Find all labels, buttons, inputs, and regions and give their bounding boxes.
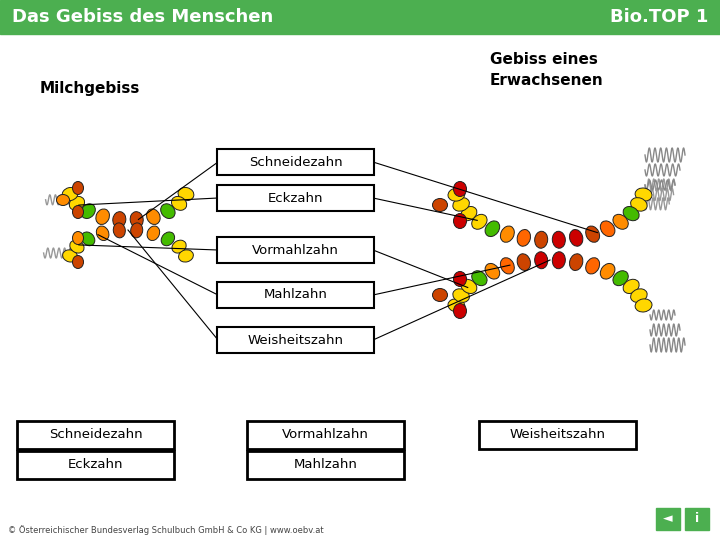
Ellipse shape <box>70 240 84 253</box>
Text: Eckzahn: Eckzahn <box>68 458 123 471</box>
Ellipse shape <box>552 231 565 248</box>
Ellipse shape <box>585 226 600 242</box>
Ellipse shape <box>472 271 487 286</box>
Text: ◄: ◄ <box>663 512 672 525</box>
Ellipse shape <box>147 209 160 225</box>
Ellipse shape <box>161 232 174 246</box>
Ellipse shape <box>635 299 652 312</box>
Text: Bio.TOP 1: Bio.TOP 1 <box>610 8 708 26</box>
FancyBboxPatch shape <box>17 421 174 449</box>
Ellipse shape <box>613 214 629 230</box>
Text: Schneidezahn: Schneidezahn <box>248 156 342 168</box>
Ellipse shape <box>461 279 477 294</box>
FancyBboxPatch shape <box>17 451 174 479</box>
Ellipse shape <box>500 226 514 242</box>
Ellipse shape <box>96 226 109 240</box>
Ellipse shape <box>73 232 84 245</box>
Ellipse shape <box>81 204 95 219</box>
FancyBboxPatch shape <box>217 327 374 353</box>
Ellipse shape <box>448 188 465 201</box>
Bar <box>656 508 680 530</box>
Ellipse shape <box>178 187 194 201</box>
Ellipse shape <box>613 271 629 286</box>
Ellipse shape <box>454 181 467 197</box>
Ellipse shape <box>623 279 639 294</box>
Ellipse shape <box>453 198 469 211</box>
Ellipse shape <box>500 258 514 274</box>
Ellipse shape <box>570 230 583 246</box>
Ellipse shape <box>600 221 615 237</box>
Ellipse shape <box>73 255 84 268</box>
Ellipse shape <box>635 188 652 201</box>
Ellipse shape <box>171 197 186 210</box>
Ellipse shape <box>448 299 465 312</box>
Ellipse shape <box>433 288 448 301</box>
Ellipse shape <box>113 212 126 227</box>
Ellipse shape <box>535 231 548 248</box>
Ellipse shape <box>570 254 583 271</box>
Text: Vormahlzahn: Vormahlzahn <box>252 244 339 256</box>
Ellipse shape <box>517 230 531 246</box>
FancyBboxPatch shape <box>217 282 374 308</box>
Ellipse shape <box>454 303 467 319</box>
Bar <box>0 0 720 34</box>
Text: Schneidezahn: Schneidezahn <box>49 429 143 442</box>
Text: Weisheitszahn: Weisheitszahn <box>248 334 343 347</box>
Ellipse shape <box>485 221 500 237</box>
FancyBboxPatch shape <box>217 237 374 263</box>
Ellipse shape <box>63 250 78 262</box>
Ellipse shape <box>631 289 647 302</box>
Text: Milchgebiss: Milchgebiss <box>40 80 140 96</box>
Ellipse shape <box>517 254 531 271</box>
Ellipse shape <box>535 252 548 269</box>
Ellipse shape <box>454 213 467 228</box>
Ellipse shape <box>600 264 615 279</box>
Text: Das Gebiss des Menschen: Das Gebiss des Menschen <box>12 8 274 26</box>
Ellipse shape <box>454 272 467 287</box>
FancyBboxPatch shape <box>217 149 374 175</box>
Ellipse shape <box>96 209 109 225</box>
Ellipse shape <box>433 199 448 212</box>
Ellipse shape <box>56 194 70 206</box>
Ellipse shape <box>73 206 84 219</box>
Ellipse shape <box>552 252 565 269</box>
Text: Mahlzahn: Mahlzahn <box>264 288 328 301</box>
Ellipse shape <box>113 223 125 238</box>
Text: Eckzahn: Eckzahn <box>268 192 323 205</box>
Ellipse shape <box>73 181 84 194</box>
Text: i: i <box>695 512 699 525</box>
Ellipse shape <box>623 206 639 221</box>
Ellipse shape <box>69 197 84 210</box>
Ellipse shape <box>147 226 160 240</box>
Ellipse shape <box>81 232 95 246</box>
FancyBboxPatch shape <box>247 451 404 479</box>
Text: Mahlzahn: Mahlzahn <box>294 458 357 471</box>
Text: © Österreichischer Bundesverlag Schulbuch GmbH & Co KG | www.oebv.at: © Österreichischer Bundesverlag Schulbuc… <box>8 525 323 535</box>
Ellipse shape <box>472 214 487 230</box>
Ellipse shape <box>461 206 477 221</box>
Bar <box>685 508 709 530</box>
Text: Weisheitszahn: Weisheitszahn <box>510 429 606 442</box>
Ellipse shape <box>179 250 194 262</box>
Text: Vormahlzahn: Vormahlzahn <box>282 429 369 442</box>
FancyBboxPatch shape <box>247 421 404 449</box>
Ellipse shape <box>161 204 175 219</box>
FancyBboxPatch shape <box>217 185 374 211</box>
Ellipse shape <box>453 289 469 302</box>
Ellipse shape <box>130 212 143 227</box>
Ellipse shape <box>130 223 143 238</box>
Ellipse shape <box>62 187 78 201</box>
Ellipse shape <box>485 264 500 279</box>
FancyBboxPatch shape <box>479 421 636 449</box>
Text: Gebiss eines
Erwachsenen: Gebiss eines Erwachsenen <box>490 52 604 88</box>
Ellipse shape <box>631 198 647 211</box>
Ellipse shape <box>585 258 600 274</box>
Ellipse shape <box>172 240 186 253</box>
